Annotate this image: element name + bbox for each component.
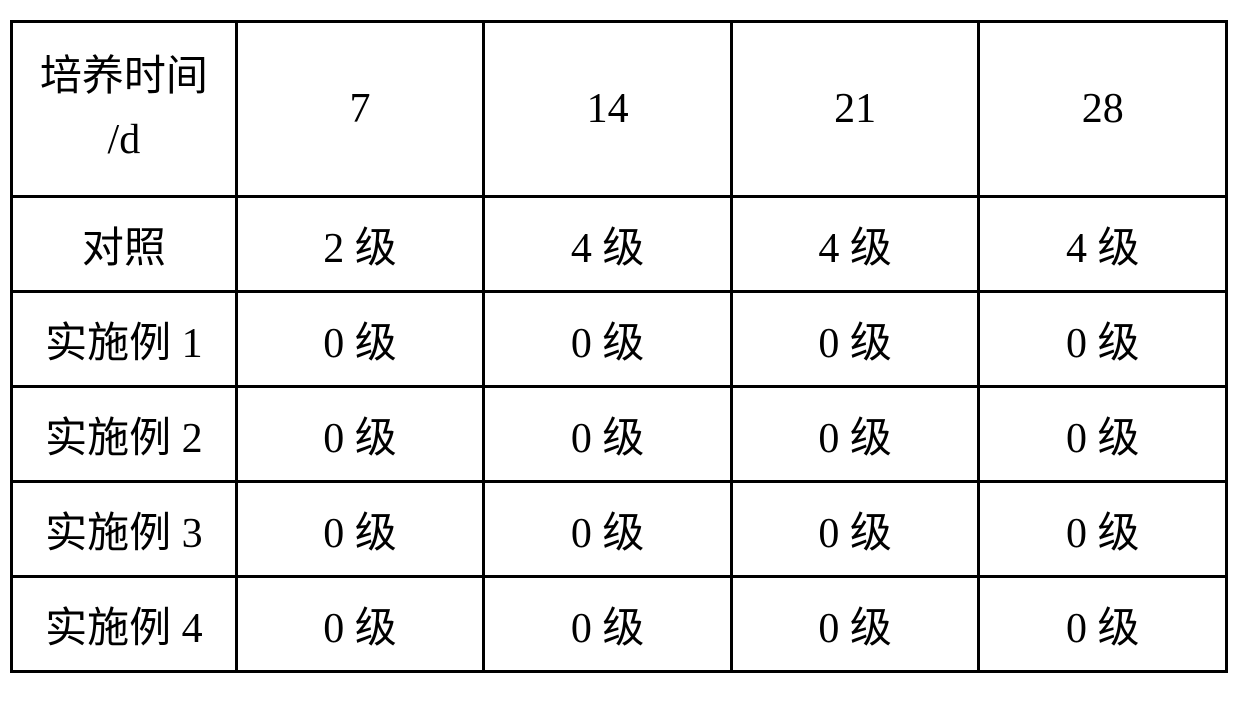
cell-value: 0 级 <box>979 292 1227 387</box>
header-cell-time: 培养时间 /d <box>12 22 237 197</box>
cell-value: 0 级 <box>979 387 1227 482</box>
table-row: 实施例 3 0 级 0 级 0 级 0 级 <box>12 482 1227 577</box>
cell-value: 0 级 <box>484 387 732 482</box>
header-cell-day7: 7 <box>236 22 484 197</box>
table-row: 实施例 1 0 级 0 级 0 级 0 级 <box>12 292 1227 387</box>
table-row: 对照 2 级 4 级 4 级 4 级 <box>12 197 1227 292</box>
cell-value: 4 级 <box>484 197 732 292</box>
row-label-example1: 实施例 1 <box>12 292 237 387</box>
cell-value: 0 级 <box>236 482 484 577</box>
row-label-control: 对照 <box>12 197 237 292</box>
table-container: 培养时间 /d 7 14 21 28 对照 2 级 4 级 4 级 4 级 实施… <box>10 20 1228 673</box>
header-cell-day21: 21 <box>731 22 979 197</box>
row-label-example3: 实施例 3 <box>12 482 237 577</box>
cell-value: 4 级 <box>979 197 1227 292</box>
cell-value: 0 级 <box>484 292 732 387</box>
cell-value: 4 级 <box>731 197 979 292</box>
header-cell-day14: 14 <box>484 22 732 197</box>
header-cell-day28: 28 <box>979 22 1227 197</box>
cell-value: 0 级 <box>236 387 484 482</box>
cell-value: 0 级 <box>236 577 484 672</box>
cell-value: 0 级 <box>484 577 732 672</box>
cell-value: 0 级 <box>731 577 979 672</box>
table-row: 实施例 4 0 级 0 级 0 级 0 级 <box>12 577 1227 672</box>
cell-value: 0 级 <box>236 292 484 387</box>
cell-value: 2 级 <box>236 197 484 292</box>
header-time-line1: 培养时间 <box>13 46 235 109</box>
cell-value: 0 级 <box>731 482 979 577</box>
header-time-line2: /d <box>13 109 235 172</box>
cell-value: 0 级 <box>731 292 979 387</box>
row-label-example2: 实施例 2 <box>12 387 237 482</box>
cell-value: 0 级 <box>731 387 979 482</box>
table-row: 实施例 2 0 级 0 级 0 级 0 级 <box>12 387 1227 482</box>
table-header-row: 培养时间 /d 7 14 21 28 <box>12 22 1227 197</box>
cell-value: 0 级 <box>979 482 1227 577</box>
cell-value: 0 级 <box>979 577 1227 672</box>
cell-value: 0 级 <box>484 482 732 577</box>
data-table: 培养时间 /d 7 14 21 28 对照 2 级 4 级 4 级 4 级 实施… <box>10 20 1228 673</box>
row-label-example4: 实施例 4 <box>12 577 237 672</box>
